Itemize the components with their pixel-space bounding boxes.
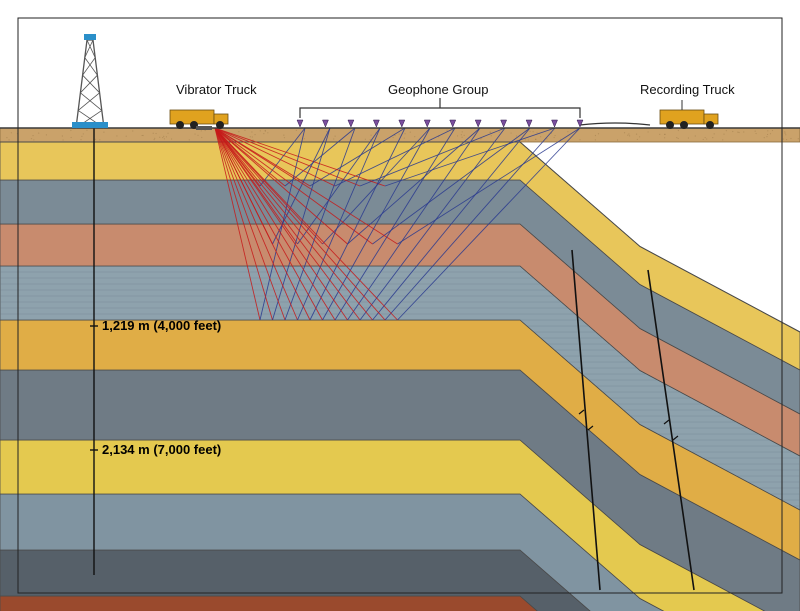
- vibrator-truck-label: Vibrator Truck: [176, 82, 257, 97]
- geophone-group-label: Geophone Group: [388, 82, 488, 97]
- depth-label-0: 1,219 m (4,000 feet): [102, 318, 221, 333]
- seismic-survey-diagram: Vibrator Truck Geophone Group Recording …: [0, 0, 800, 611]
- depth-label-1: 2,134 m (7,000 feet): [102, 442, 221, 457]
- recording-truck-label: Recording Truck: [640, 82, 735, 97]
